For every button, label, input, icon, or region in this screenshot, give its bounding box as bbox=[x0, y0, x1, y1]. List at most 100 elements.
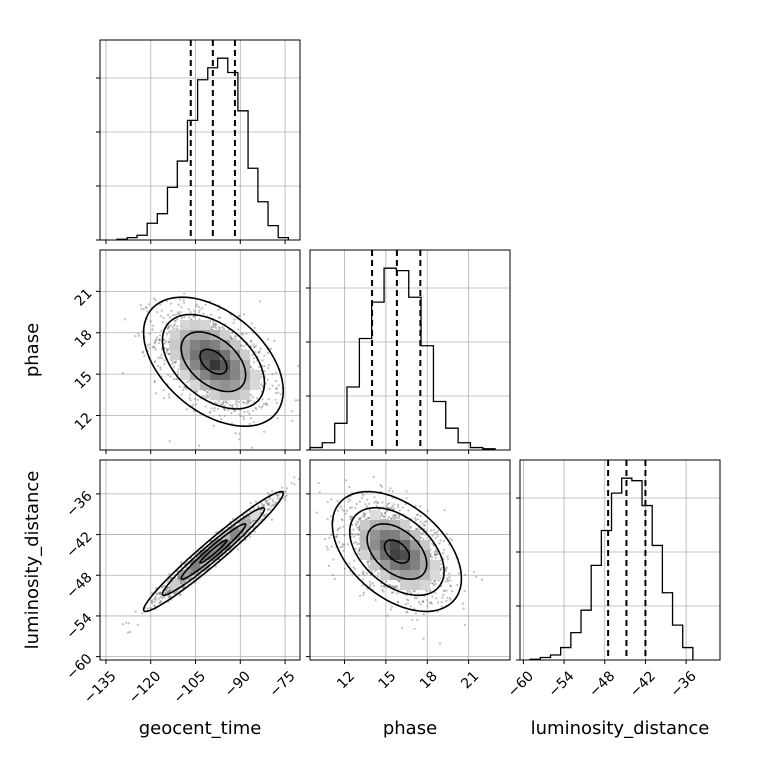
sample-point bbox=[227, 408, 230, 411]
sample-point bbox=[442, 548, 445, 551]
sample-point bbox=[446, 577, 449, 580]
sample-point bbox=[353, 559, 356, 562]
sample-point bbox=[214, 531, 218, 534]
density-cell bbox=[220, 360, 230, 370]
sample-point bbox=[177, 312, 180, 315]
density-cell bbox=[400, 560, 410, 570]
sample-point bbox=[475, 575, 478, 579]
sample-point bbox=[166, 348, 169, 352]
sample-point bbox=[270, 518, 274, 521]
density-cell bbox=[360, 550, 370, 560]
sample-point bbox=[179, 593, 182, 596]
sample-point bbox=[206, 395, 210, 398]
sample-point bbox=[381, 513, 384, 516]
sample-point bbox=[390, 605, 393, 608]
sample-point bbox=[183, 580, 186, 583]
sample-point bbox=[178, 573, 181, 576]
sample-point bbox=[269, 347, 273, 350]
sample-point bbox=[423, 524, 426, 527]
hist-grid bbox=[520, 460, 720, 660]
sample-point bbox=[180, 306, 183, 309]
sample-point bbox=[126, 631, 130, 634]
sample-point bbox=[232, 321, 235, 324]
pair-content bbox=[100, 453, 317, 660]
sample-point bbox=[435, 550, 438, 553]
sample-point bbox=[252, 507, 255, 510]
sample-point bbox=[431, 595, 434, 598]
x-tick-label: −135 bbox=[81, 668, 120, 707]
sample-point bbox=[432, 582, 435, 585]
sample-point bbox=[164, 342, 167, 345]
sample-point bbox=[338, 541, 341, 544]
sample-point bbox=[448, 597, 452, 600]
sample-point bbox=[446, 555, 449, 558]
sample-point bbox=[463, 590, 466, 593]
sample-point bbox=[398, 514, 401, 517]
sample-point bbox=[426, 605, 429, 608]
panel-frame bbox=[309, 249, 511, 451]
sample-point bbox=[362, 591, 365, 594]
sample-point bbox=[264, 514, 267, 517]
sample-point bbox=[260, 406, 263, 409]
sample-point bbox=[392, 591, 395, 594]
sample-point bbox=[168, 578, 171, 581]
x-tick-label: 18 bbox=[417, 668, 441, 692]
sample-point bbox=[440, 563, 443, 566]
sample-point bbox=[163, 362, 166, 366]
sample-point bbox=[234, 335, 237, 338]
sample-point bbox=[193, 398, 197, 401]
sample-point bbox=[350, 532, 353, 535]
density-cell bbox=[420, 560, 430, 570]
sample-point bbox=[177, 303, 180, 306]
sample-point bbox=[136, 623, 139, 626]
sample-point bbox=[358, 542, 361, 545]
sample-point bbox=[248, 535, 252, 538]
sample-point bbox=[178, 574, 181, 578]
sample-point bbox=[180, 582, 183, 585]
sample-point bbox=[207, 396, 210, 399]
sample-point bbox=[166, 313, 170, 317]
sample-point bbox=[326, 548, 329, 551]
sample-point bbox=[185, 408, 189, 411]
sample-point bbox=[192, 569, 195, 572]
density-cell bbox=[410, 530, 420, 540]
sample-point bbox=[249, 340, 252, 343]
sample-point bbox=[356, 533, 360, 536]
sample-point bbox=[463, 623, 466, 627]
sample-point bbox=[395, 585, 398, 588]
sample-point bbox=[167, 596, 171, 599]
sample-point bbox=[413, 597, 417, 600]
sample-point bbox=[375, 504, 378, 507]
sample-point bbox=[445, 566, 448, 569]
density-cell bbox=[200, 350, 210, 360]
sample-point bbox=[442, 593, 445, 597]
sample-point bbox=[238, 314, 241, 317]
sample-point bbox=[185, 388, 188, 391]
x-tick-label: 21 bbox=[458, 668, 482, 692]
sample-point bbox=[336, 529, 339, 532]
sample-point bbox=[182, 299, 185, 302]
density-cell bbox=[210, 390, 220, 400]
sample-point bbox=[153, 341, 157, 344]
sample-point bbox=[446, 558, 450, 561]
sample-point bbox=[210, 407, 213, 410]
sample-point bbox=[335, 535, 338, 538]
sample-point bbox=[242, 418, 246, 421]
panel-frame bbox=[99, 39, 301, 241]
sample-point bbox=[361, 492, 364, 495]
density-cell bbox=[420, 580, 430, 590]
sample-point bbox=[373, 501, 376, 504]
sample-point bbox=[392, 513, 395, 517]
sample-point bbox=[266, 499, 269, 502]
sample-point bbox=[223, 327, 226, 330]
sample-point bbox=[166, 326, 169, 329]
sample-point bbox=[238, 522, 241, 525]
sample-point bbox=[234, 410, 237, 413]
density-cell bbox=[230, 530, 240, 540]
density-cell bbox=[380, 550, 390, 560]
sample-point bbox=[192, 315, 195, 318]
sample-point bbox=[327, 564, 330, 568]
sample-point bbox=[315, 453, 317, 455]
y-tick-label: 18 bbox=[72, 327, 96, 351]
contours bbox=[142, 296, 285, 427]
